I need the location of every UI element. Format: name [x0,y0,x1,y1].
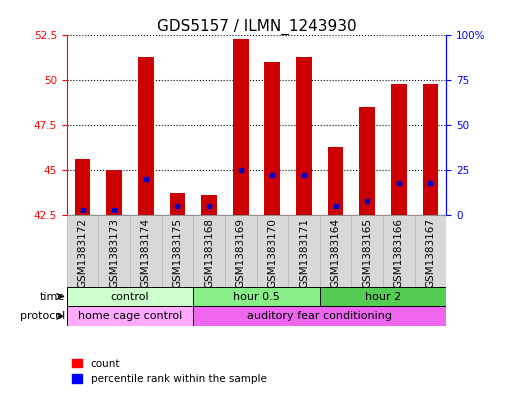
Bar [162,215,193,287]
Title: GDS5157 / ILMN_1243930: GDS5157 / ILMN_1243930 [156,19,357,35]
Bar [391,84,407,215]
Bar [130,215,162,287]
Text: GSM1383172: GSM1383172 [77,219,88,288]
Text: protocol: protocol [20,311,65,321]
Text: GSM1383167: GSM1383167 [425,219,436,288]
Bar [264,62,280,215]
Bar [320,287,446,307]
Text: GSM1383164: GSM1383164 [330,219,341,288]
Bar [67,215,98,287]
Text: GSM1383165: GSM1383165 [362,219,372,288]
Bar [74,159,90,215]
Bar [225,215,256,287]
Bar [106,170,122,215]
Bar [383,215,415,287]
Text: control: control [111,292,149,301]
Bar [296,57,312,215]
Bar [320,215,351,287]
Bar [328,147,344,215]
Bar [201,195,217,215]
Text: GSM1383169: GSM1383169 [235,219,246,288]
Bar [193,215,225,287]
Bar [359,107,375,215]
Text: auditory fear conditioning: auditory fear conditioning [247,311,392,321]
Bar [193,287,320,307]
Text: hour 2: hour 2 [365,292,401,301]
Text: hour 0.5: hour 0.5 [233,292,280,301]
Bar [288,215,320,287]
Bar [423,84,439,215]
Text: GSM1383171: GSM1383171 [299,219,309,288]
Bar [256,215,288,287]
Bar [415,215,446,287]
Text: GSM1383173: GSM1383173 [109,219,119,288]
Legend: count, percentile rank within the sample: count, percentile rank within the sample [72,359,267,384]
Bar [351,215,383,287]
Bar [67,287,193,307]
Text: GSM1383175: GSM1383175 [172,219,183,288]
Bar [98,215,130,287]
Text: GSM1383170: GSM1383170 [267,219,278,288]
Bar [138,57,154,215]
Text: GSM1383174: GSM1383174 [141,219,151,288]
Text: GSM1383168: GSM1383168 [204,219,214,288]
Text: home cage control: home cage control [78,311,182,321]
Bar [169,193,185,215]
Text: GSM1383166: GSM1383166 [394,219,404,288]
Bar [67,307,193,326]
Text: time: time [40,292,65,301]
Bar [233,39,249,215]
Bar [193,307,446,326]
